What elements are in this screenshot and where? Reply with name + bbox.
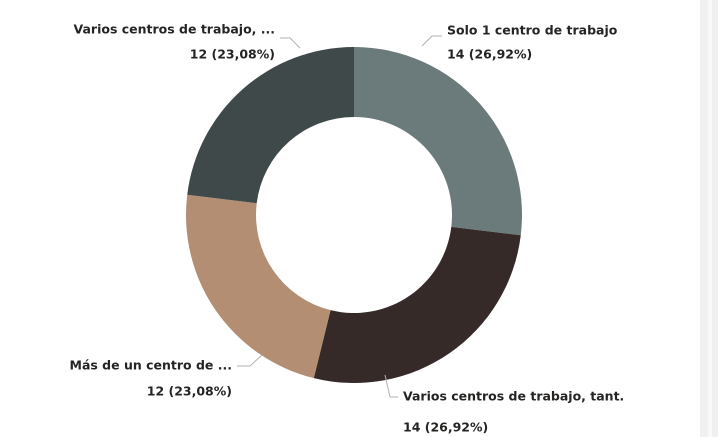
donut-slice — [313, 226, 521, 383]
data-label-category: Varios centros de trabajo, ... — [73, 22, 275, 37]
data-label-value: 14 (26,92%) — [403, 420, 488, 435]
donut-slice — [354, 47, 522, 236]
leader-line — [280, 37, 301, 49]
leader-line — [421, 35, 442, 47]
data-label-value: 12 (23,08%) — [147, 384, 232, 399]
data-label-category: Varios centros de trabajo, tant. — [403, 389, 624, 404]
data-label-value: 14 (26,92%) — [447, 47, 532, 62]
donut-slice — [187, 47, 354, 204]
leader-line — [237, 354, 263, 367]
scrollbar — [708, 0, 712, 437]
leader-line — [384, 374, 398, 398]
data-label-category: Solo 1 centro de trabajo — [447, 23, 618, 38]
donut-slice — [186, 194, 331, 379]
data-label-value: 12 (23,08%) — [190, 47, 275, 62]
data-label-category: Más de un centro de ... — [70, 358, 232, 373]
